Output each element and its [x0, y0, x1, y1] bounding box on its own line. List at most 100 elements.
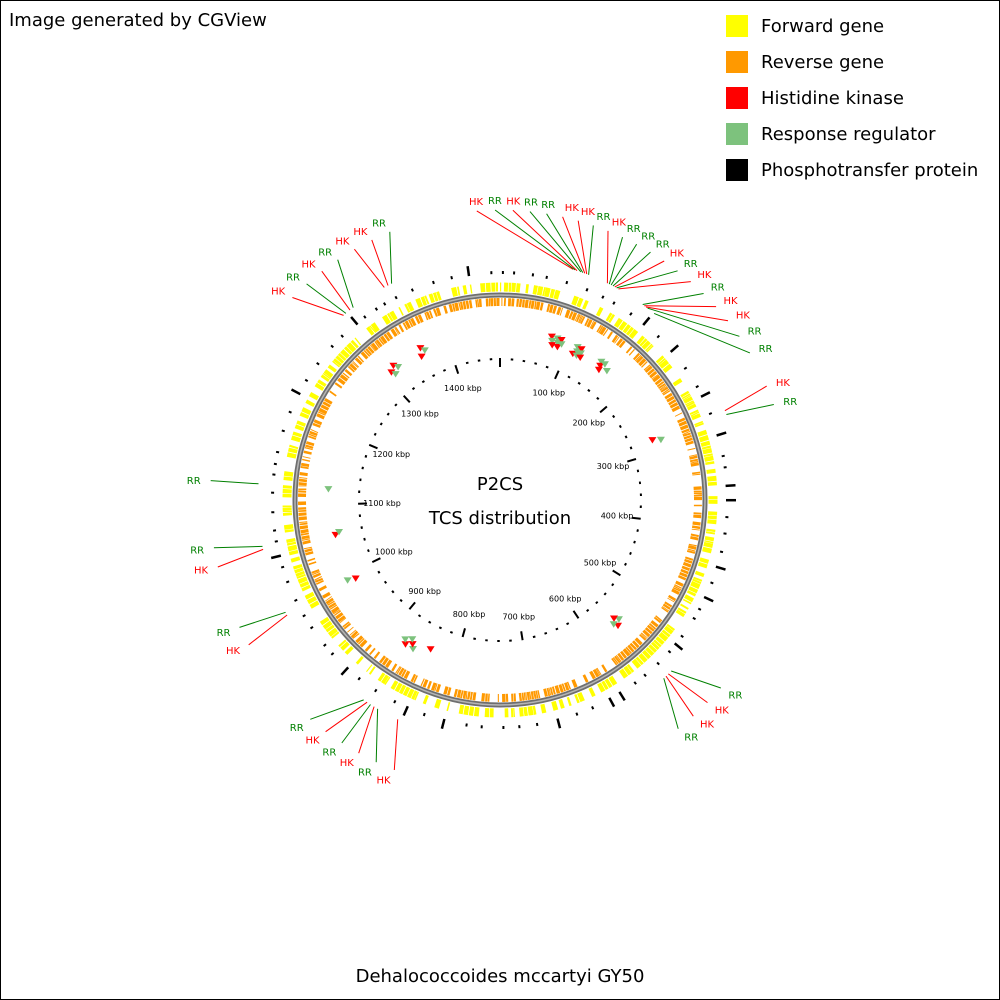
forward-gene — [402, 686, 411, 697]
reverse-gene — [662, 390, 671, 396]
reverse-gene — [335, 612, 344, 620]
forward-gene — [566, 696, 572, 707]
reverse-gene — [667, 594, 677, 602]
reverse-gene — [308, 561, 317, 566]
reverse-gene — [305, 441, 315, 447]
reverse-gene — [300, 528, 309, 534]
reverse-gene — [342, 621, 350, 628]
feature-label: HK — [335, 237, 350, 248]
outer-mark — [465, 723, 468, 727]
histidine-kinase-marker — [610, 615, 618, 622]
forward-gene — [458, 704, 465, 715]
feature-callout-line — [653, 312, 751, 354]
reverse-gene — [307, 557, 316, 562]
forward-gene — [387, 312, 394, 322]
feature-label: RR — [358, 767, 372, 778]
reverse-gene — [595, 668, 601, 676]
reverse-gene — [317, 411, 326, 416]
forward-gene — [704, 455, 714, 462]
response-regulator-marker — [572, 352, 581, 359]
ruler-minor-tick — [629, 446, 633, 450]
forward-gene — [699, 557, 710, 564]
ruler-minor-tick — [624, 435, 628, 439]
reverse-gene — [551, 686, 556, 695]
reverse-gene — [632, 640, 640, 649]
forward-gene — [288, 549, 299, 556]
reverse-gene — [688, 545, 697, 550]
response-regulator-marker — [409, 646, 417, 653]
forward-gene — [299, 411, 310, 420]
reverse-gene — [571, 679, 578, 688]
reverse-gene — [582, 674, 589, 683]
reverse-gene — [669, 402, 679, 409]
ruler-minor-tick — [364, 454, 368, 458]
reverse-gene — [664, 392, 673, 400]
legend-label: Reverse gene — [761, 51, 885, 73]
reverse-gene — [401, 669, 407, 678]
ruler-minor-tick — [545, 365, 549, 369]
backbone-circle — [292, 292, 708, 708]
ruler-minor-tick — [449, 630, 453, 634]
reverse-gene — [629, 642, 637, 651]
forward-gene — [314, 382, 325, 391]
forward-gene — [707, 475, 717, 482]
forward-gene — [422, 694, 429, 705]
outer-mark — [410, 288, 414, 292]
ruler-major-tick — [402, 395, 411, 403]
forward-gene — [694, 422, 704, 428]
reverse-gene — [383, 333, 391, 342]
reverse-gene — [615, 654, 622, 662]
reverse-gene — [347, 626, 354, 633]
forward-gene — [553, 289, 561, 300]
response-regulator-marker — [656, 436, 665, 444]
forward-gene — [658, 631, 669, 642]
reverse-gene — [628, 348, 635, 356]
reverse-gene — [602, 328, 609, 337]
forward-gene — [648, 644, 658, 653]
reverse-gene — [349, 629, 357, 636]
forward-gene — [468, 706, 475, 716]
reverse-gene — [625, 346, 633, 354]
outer-mark — [716, 431, 727, 437]
ruler-tick-label: 300 kbp — [597, 462, 630, 471]
reverse-gene — [642, 629, 651, 638]
reverse-gene — [612, 657, 619, 665]
reverse-gene — [641, 632, 648, 639]
feature-label: RR — [541, 200, 555, 211]
feature-callout-line — [642, 293, 704, 305]
forward-gene — [642, 649, 652, 660]
forward-gene — [623, 665, 632, 676]
outer-mark — [285, 580, 290, 584]
outer-mark — [383, 302, 387, 306]
ruler-major-tick — [368, 443, 378, 450]
forward-gene — [597, 682, 606, 693]
forward-gene — [691, 413, 701, 421]
ruler-minor-tick — [532, 635, 536, 639]
reverse-gene — [672, 587, 681, 592]
reverse-gene — [677, 417, 686, 424]
histidine-kinase-marker — [408, 641, 417, 648]
forward-gene — [680, 390, 690, 398]
histidine-kinase-marker — [614, 622, 622, 630]
feature-callout-line — [562, 216, 586, 274]
ruler-minor-tick — [587, 388, 591, 393]
reverse-gene — [352, 633, 360, 639]
reverse-gene — [675, 580, 684, 587]
forward-gene — [296, 420, 306, 427]
histidine-kinase-marker — [547, 333, 556, 340]
reverse-gene — [684, 437, 693, 443]
reverse-gene — [305, 444, 314, 449]
forward-gene — [659, 359, 670, 369]
outer-mark — [545, 275, 548, 280]
forward-gene — [381, 674, 390, 685]
reverse-gene — [329, 604, 338, 610]
forward-gene — [332, 360, 340, 368]
feature-label: HK — [469, 197, 484, 208]
forward-gene — [287, 544, 298, 552]
legend-swatch — [726, 87, 748, 109]
outer-mark — [695, 385, 699, 389]
legend-swatch — [726, 15, 748, 37]
reverse-gene — [354, 357, 363, 366]
histidine-kinase-marker — [351, 575, 360, 582]
reverse-gene — [617, 652, 625, 661]
